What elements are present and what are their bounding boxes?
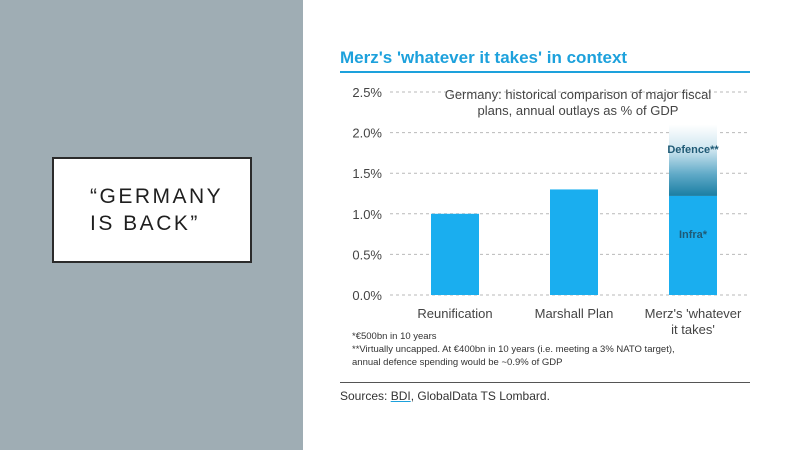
bar-reunification	[431, 213, 479, 295]
sources-prefix: Sources:	[340, 389, 391, 403]
y-tick-label: 0.0%	[352, 288, 382, 303]
sources-rest: , GlobalData TS Lombard.	[410, 389, 550, 403]
y-tick-label: 0.5%	[352, 247, 382, 262]
footnote-3: annual defence spending would be ~0.9% o…	[352, 357, 563, 368]
y-tick-label: 2.0%	[352, 126, 382, 141]
chart-subtitle-line: plans, annual outlays as % of GDP	[478, 103, 679, 118]
bar-marshall-plan	[550, 189, 598, 295]
x-category-label: Reunification	[417, 306, 492, 321]
defence-segment-label: Defence**	[667, 144, 719, 156]
y-tick-label: 1.0%	[352, 207, 382, 222]
title-rule	[340, 71, 750, 73]
chart-title: Merz's 'whatever it takes' in context	[340, 48, 628, 67]
bar-merz-s-whatever-it-takes	[669, 195, 717, 295]
sources-line: Sources: BDI, GlobalData TS Lombard.	[340, 389, 550, 403]
left-panel: “GERMANY IS BACK”	[0, 0, 303, 450]
bar-defence-segment	[669, 124, 717, 196]
footnote-2: **Virtually uncapped. At €400bn in 10 ye…	[352, 344, 675, 355]
chart-subtitle-line: Germany: historical comparison of major …	[445, 87, 712, 102]
y-tick-label: 2.5%	[352, 85, 382, 100]
infra-segment-label: Infra*	[679, 229, 708, 241]
footnote-1: *€500bn in 10 years	[352, 331, 437, 342]
quote-box: “GERMANY IS BACK”	[52, 157, 252, 263]
x-category-label: Marshall Plan	[535, 306, 614, 321]
x-category-label: Merz's 'whatever	[645, 306, 742, 321]
quote-line-1: “GERMANY	[90, 185, 224, 208]
sources-bdi-link[interactable]: BDI	[390, 389, 411, 403]
quote-line-2: IS BACK”	[90, 212, 200, 235]
sources-rule	[340, 382, 750, 383]
y-tick-label: 1.5%	[352, 166, 382, 181]
x-category-label: it takes'	[671, 322, 715, 337]
